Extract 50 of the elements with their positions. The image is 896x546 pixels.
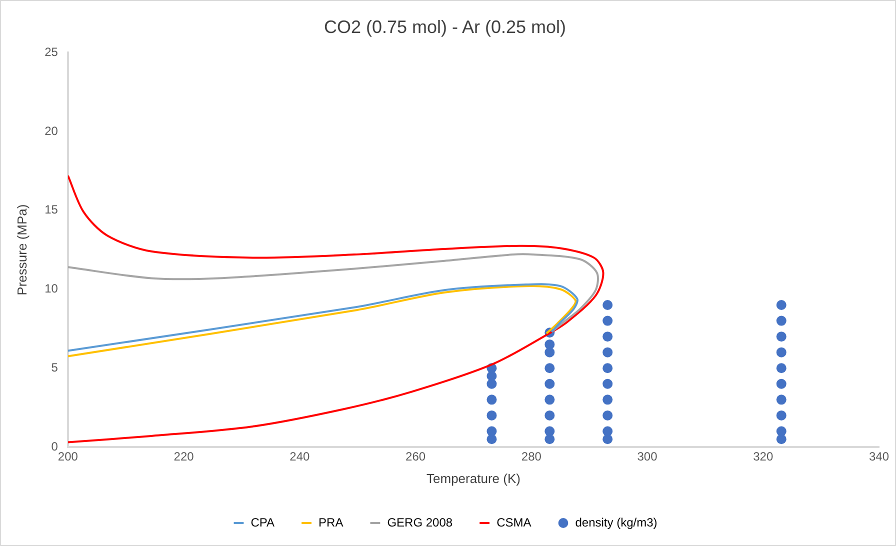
point <box>602 347 613 358</box>
x-tick-label: 240 <box>290 450 310 464</box>
x-tick-label: 260 <box>406 450 426 464</box>
point <box>602 426 613 436</box>
point <box>602 316 613 326</box>
point <box>544 363 555 374</box>
point <box>776 426 786 436</box>
point <box>776 300 786 310</box>
x-tick-label: 220 <box>174 450 194 464</box>
point <box>486 426 497 436</box>
legend-label: CPA <box>250 515 275 530</box>
point <box>776 363 786 374</box>
point <box>776 332 786 342</box>
y-axis-title: Pressure (MPa) <box>14 204 30 296</box>
legend-label: CSMA <box>496 515 532 530</box>
point <box>776 394 786 405</box>
x-axis-title: Temperature (K) <box>426 470 520 486</box>
x-tick-label: 320 <box>753 450 774 464</box>
y-tick-label: 0 <box>51 439 58 454</box>
x-tick-label: 200 <box>58 450 78 464</box>
point <box>776 378 786 389</box>
legend-label: GERG 2008 <box>387 515 453 530</box>
y-tick-label: 20 <box>44 124 58 138</box>
point <box>544 339 555 350</box>
point <box>776 347 786 358</box>
point <box>602 410 613 420</box>
point <box>544 410 555 420</box>
point <box>544 394 555 405</box>
point <box>486 394 497 405</box>
point <box>776 316 786 326</box>
x-tick-label: 280 <box>521 450 542 464</box>
x-tick-label: 340 <box>868 450 890 464</box>
y-tick-label: 15 <box>44 202 58 217</box>
y-tick-label: 25 <box>44 44 58 59</box>
chart-title: CO2 (0.75 mol) - Ar (0.25 mol) <box>324 16 566 37</box>
y-tick-label: 10 <box>44 282 58 296</box>
line-series <box>68 174 604 444</box>
point <box>602 300 613 310</box>
point <box>776 410 786 420</box>
legend-label: density (kg/m3) <box>575 515 658 530</box>
point <box>544 378 555 389</box>
point <box>544 426 555 436</box>
point <box>486 410 497 420</box>
y-tick-label: 5 <box>51 360 58 374</box>
point <box>602 394 613 405</box>
legend-label: PRA <box>318 515 344 530</box>
point <box>602 378 613 389</box>
point <box>602 332 613 342</box>
point <box>602 363 613 374</box>
x-tick-label: 300 <box>637 450 658 464</box>
